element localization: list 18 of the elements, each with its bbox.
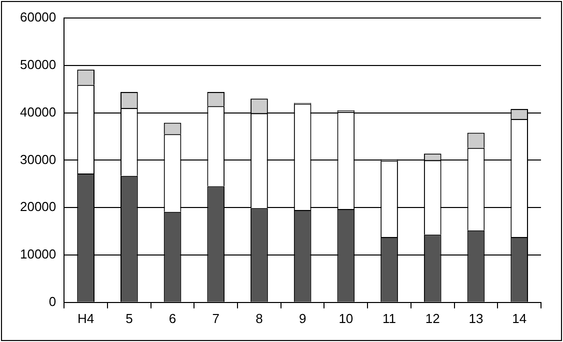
x-tick-label: 12 bbox=[425, 310, 440, 326]
x-tick-label: 10 bbox=[338, 310, 354, 326]
x-tick-label: 11 bbox=[382, 310, 396, 326]
y-tick-label: 50000 bbox=[20, 56, 56, 72]
x-tick-label: 14 bbox=[512, 310, 527, 326]
x-tick-label: 5 bbox=[126, 310, 133, 326]
x-tick-label: 13 bbox=[468, 310, 484, 326]
y-tick-label: 60000 bbox=[20, 10, 56, 25]
x-tick-label: 8 bbox=[256, 310, 263, 326]
y-tick-label: 40000 bbox=[20, 104, 56, 120]
x-tick-label: 6 bbox=[168, 310, 176, 326]
y-tick-label: 0 bbox=[48, 294, 56, 309]
x-tick-label: 9 bbox=[298, 310, 306, 326]
x-tick-label: 7 bbox=[212, 310, 220, 326]
y-tick-label: 20000 bbox=[20, 199, 56, 214]
y-tick-label: 30000 bbox=[20, 152, 56, 167]
y-tick-label: 10000 bbox=[20, 246, 56, 262]
x-tick-label: H4 bbox=[78, 310, 94, 326]
